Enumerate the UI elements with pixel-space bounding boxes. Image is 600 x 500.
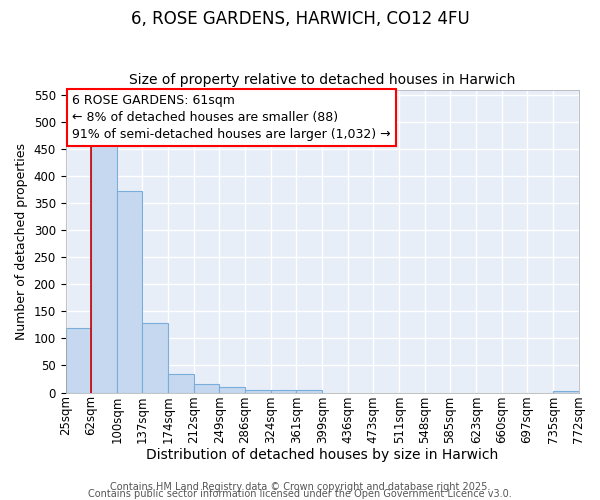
Text: Contains public sector information licensed under the Open Government Licence v3: Contains public sector information licen… [88,489,512,499]
X-axis label: Distribution of detached houses by size in Harwich: Distribution of detached houses by size … [146,448,498,462]
Text: 6, ROSE GARDENS, HARWICH, CO12 4FU: 6, ROSE GARDENS, HARWICH, CO12 4FU [131,10,469,28]
Bar [91,146,117,392]
Title: Size of property relative to detached houses in Harwich: Size of property relative to detached ho… [129,73,515,87]
Bar [65,328,91,392]
Bar [245,390,271,392]
Bar [194,384,220,392]
Bar [271,390,296,392]
Bar [296,390,322,392]
Bar [168,374,194,392]
Bar [117,190,142,392]
Bar [142,324,168,392]
Y-axis label: Number of detached properties: Number of detached properties [15,142,28,340]
Bar [220,387,245,392]
Bar [553,391,578,392]
Text: Contains HM Land Registry data © Crown copyright and database right 2025.: Contains HM Land Registry data © Crown c… [110,482,490,492]
Text: 6 ROSE GARDENS: 61sqm
← 8% of detached houses are smaller (88)
91% of semi-detac: 6 ROSE GARDENS: 61sqm ← 8% of detached h… [72,94,391,141]
